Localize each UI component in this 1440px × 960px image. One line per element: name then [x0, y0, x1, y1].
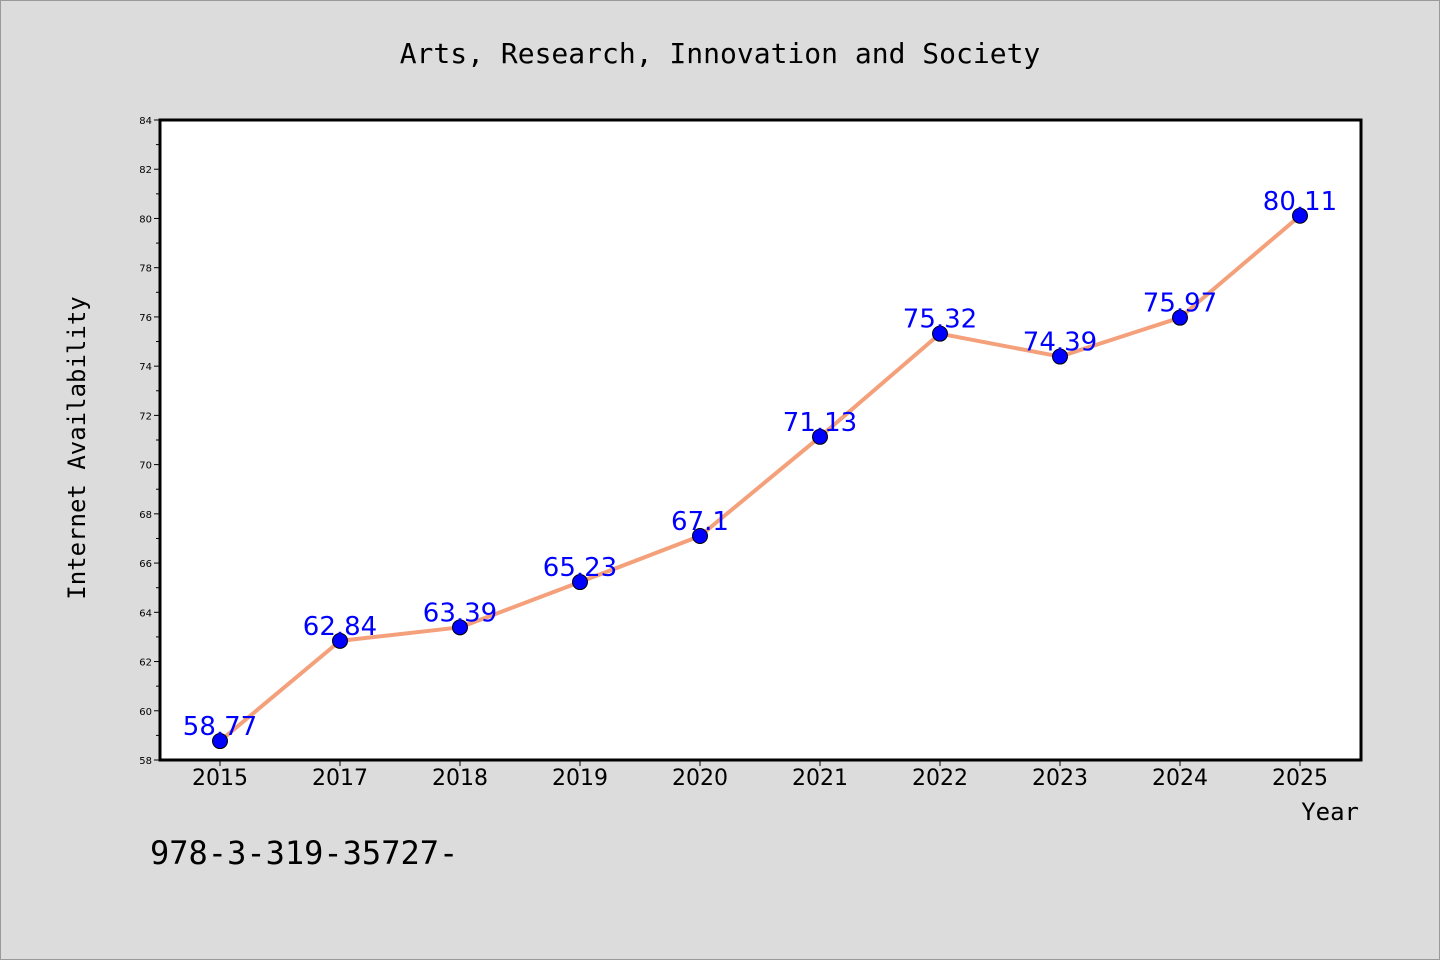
- x-tick-label: 2021: [792, 766, 848, 791]
- data-point-label: 58.77: [183, 712, 257, 742]
- x-tick-label: 2018: [432, 766, 488, 791]
- data-point-label: 75.97: [1143, 289, 1217, 319]
- chart-title: Arts, Research, Innovation and Society: [400, 37, 1041, 70]
- x-tick-label: 2017: [312, 766, 368, 791]
- footnote-isbn: 978-3-319-35727-: [150, 834, 458, 872]
- y-tick-label: 62: [139, 658, 152, 669]
- data-point-label: 63.39: [423, 598, 497, 628]
- y-tick-label: 70: [139, 461, 152, 472]
- x-tick-label: 2025: [1272, 766, 1328, 791]
- data-point-marker: [212, 733, 228, 750]
- y-tick-label: 78: [139, 264, 152, 275]
- data-point-marker: [452, 619, 468, 636]
- data-point-marker: [572, 574, 588, 591]
- y-tick-label: 80: [139, 214, 152, 225]
- x-tick-label: 2020: [672, 766, 728, 791]
- data-point-marker: [692, 528, 708, 544]
- series-line: [218, 213, 1302, 744]
- data-point-label: 75.32: [903, 305, 977, 335]
- y-tick-label: 60: [139, 707, 152, 718]
- y-tick-label: 76: [139, 313, 152, 324]
- plot-area: [158, 118, 1363, 762]
- y-tick-label: 72: [139, 411, 152, 422]
- data-labels-layer: 58.77 62.84 63.39 65.23 67.1 71.13 75.32 74.39 7…: [183, 187, 1337, 742]
- data-point-label: 71.13: [783, 408, 857, 438]
- x-axis-label: Year: [1301, 798, 1359, 826]
- x-tick-label: 2019: [552, 766, 608, 791]
- x-tick-label: 2022: [912, 766, 968, 791]
- data-point-marker: [932, 325, 948, 342]
- x-axis-ticks: 2015 2017 2018 2019 2020 2021 2022 2023 2024 2025: [192, 760, 1328, 791]
- y-axis-label: Internet Availability: [63, 296, 91, 599]
- data-point-marker: [1052, 348, 1068, 365]
- data-point-label: 67.1: [671, 507, 729, 537]
- data-point-marker: [812, 428, 828, 445]
- y-tick-label: 68: [139, 510, 152, 521]
- y-tick-label: 64: [139, 608, 152, 619]
- x-tick-label: 2023: [1032, 766, 1088, 791]
- y-tick-label: 82: [139, 165, 152, 176]
- x-tick-label: 2024: [1152, 766, 1208, 791]
- data-point-marker: [332, 632, 348, 649]
- data-point-label: 65.23: [543, 553, 617, 583]
- data-point-label: 74.39: [1023, 328, 1097, 358]
- series-layer: [212, 207, 1308, 750]
- y-tick-label: 74: [139, 362, 152, 373]
- data-point-marker: [1292, 207, 1308, 224]
- y-tick-label: 66: [139, 559, 152, 570]
- data-point-label: 80.11: [1263, 187, 1337, 217]
- y-tick-label: 84: [139, 116, 152, 127]
- y-tick-label: 58: [139, 756, 152, 767]
- x-tick-label: 2015: [192, 766, 248, 791]
- data-point-marker: [1172, 309, 1188, 326]
- data-point-label: 62.84: [303, 612, 377, 642]
- y-axis-ticks: 58 60 62 64 66 68 70 72 74 76 78 80 82 84: [139, 116, 160, 767]
